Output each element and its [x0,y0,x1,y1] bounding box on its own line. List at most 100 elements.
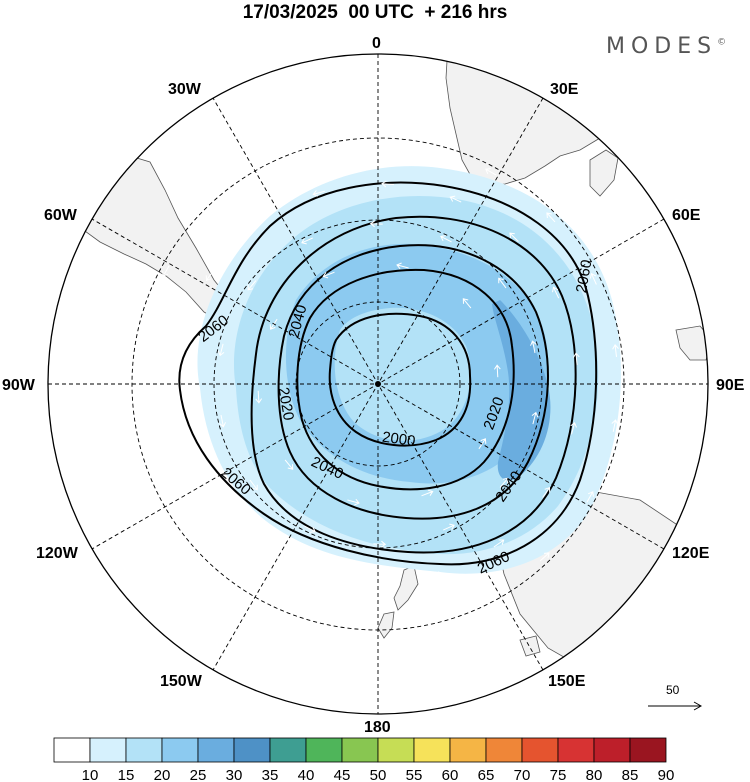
lon-label-60e: 60E [672,207,701,224]
wind-arrow [369,220,383,228]
contour-label-2020-west: 2020 [275,386,298,422]
colorbar-tick-label: 90 [658,767,675,782]
colorbar-tick-label: 80 [586,767,603,782]
wind-arrow [206,206,217,216]
wind-arrow [361,580,375,588]
wind-arrow [442,523,455,531]
colorbar-tick-label: 55 [406,767,423,782]
colorbar-box [233,737,271,763]
globe-border [47,53,709,715]
wind-arrow [499,477,509,488]
wind-arrow [247,280,257,291]
wind-arrow [259,592,271,600]
colorbar-box [89,737,127,763]
colorbar-tick-label: 70 [514,767,531,782]
reference-vector-label: 50 [666,683,680,697]
wind-arrow [266,165,279,173]
wind-arrow [589,272,597,285]
wind-arrow [381,180,395,188]
south-pole-marker [375,381,381,387]
wind-arrow [205,270,214,281]
colorbar-box [485,737,523,763]
wind-arrow [200,545,210,556]
colorbar-box [593,737,631,763]
lon-label-150w: 150W [160,673,203,690]
wind-arrow [612,344,619,357]
wind-arrow [304,525,316,533]
wind-arrow [217,343,225,357]
wind-vectors [137,143,619,625]
wind-arrow [137,336,145,349]
colorbar-box [305,737,343,763]
colorbar: 10 15 20 25 30 35 40 45 50 55 60 65 70 75 80 85 90 [53,737,675,782]
colorbar-tick-label: 40 [298,767,315,782]
wind-arrow [237,526,247,536]
colorbar-box [125,737,163,763]
lon-label-60w: 60W [44,207,78,224]
wind-arrow [255,390,263,404]
colorbar-box [413,737,451,763]
wind-arrow [196,469,204,482]
wind-arrow [159,483,167,496]
wind-arrow [405,618,418,625]
wind-arrow [539,552,550,562]
reference-vector: 50 [648,683,703,711]
wind-arrow [338,143,351,150]
lon-label-90w: 90W [2,377,36,394]
wind-arrow [176,402,184,416]
wind-arrow [330,617,343,625]
colorbar-tick-label: 45 [334,767,351,782]
contour-2020a [296,268,515,491]
wind-arrow [493,539,505,548]
colorbar-box [269,737,307,763]
land-tasmania [519,635,541,657]
contour-label-2000: 2000 [381,429,416,450]
wind-arrow [440,235,452,243]
wind-arrow [421,489,434,497]
wind-arrow [477,595,490,603]
map-title: 17/03/2025 00 UTC + 216 hrs [242,2,508,23]
land-madagascar [589,149,619,197]
lon-label-150e: 150E [548,673,586,690]
lon-label-180: 180 [364,719,391,736]
colorbar-tick-label: 65 [478,767,495,782]
wind-arrow [530,340,537,354]
wind-arrow [449,195,462,203]
wind-arrow [485,168,497,176]
wind-arrow [251,220,263,229]
wind-arrow [219,414,226,428]
wind-arrow [162,265,170,277]
colorbar-tick-label: 30 [226,767,243,782]
wind-arrow [312,190,326,197]
wind-arrow [552,286,560,299]
colorbar-tick-label: 35 [262,767,279,782]
colorbar-box [521,737,559,763]
wind-arrow [294,565,307,573]
colorbar-tick-label: 25 [190,767,207,782]
colorbar-box [557,737,595,763]
colorbar-box [197,737,235,763]
wind-arrow [509,232,519,242]
colorbar-tick-label: 50 [370,767,387,782]
longitude-labels: 0 30E 60E 90E 120E 150E 180 150W 120W 90… [2,35,745,736]
colorbar-box [629,737,667,763]
lon-label-0: 0 [372,35,381,52]
wind-arrow [546,212,556,223]
wind-arrow [137,411,144,424]
wind-band-25 [285,243,549,484]
wind-arrow [179,333,186,347]
wind-arrow [347,498,360,506]
wind-arrow [570,421,577,435]
colorbar-tick-label: 85 [622,767,639,782]
colorbar-box [341,737,379,763]
lon-label-30w: 30W [168,81,202,98]
lon-label-120e: 120E [672,545,710,562]
wind-arrow [531,411,539,425]
colorbar-tick-label: 10 [82,767,99,782]
wind-arrow [542,487,551,498]
colorbar-tick-label: 20 [154,767,171,782]
wind-arrow [284,459,294,470]
contour-label-2060-east: 2060 [573,258,596,294]
land-indian-ocean-islands [675,325,708,361]
wind-arrow [301,237,314,245]
